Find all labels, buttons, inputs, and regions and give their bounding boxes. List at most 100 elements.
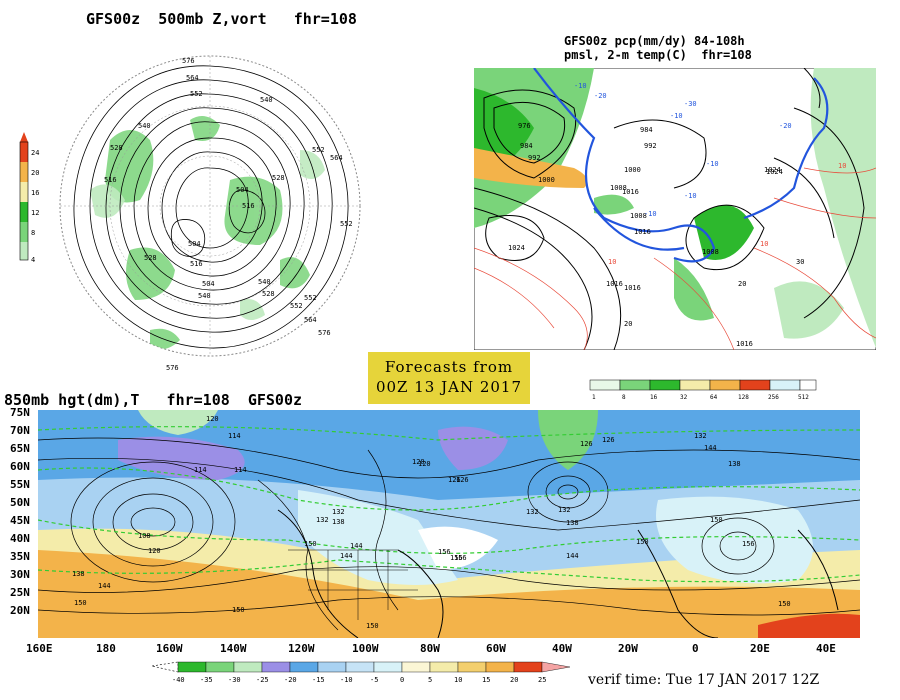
vort-contour-label: 564 <box>330 154 343 162</box>
pcp-temp-label: -20 <box>594 92 607 100</box>
h850-label: 126 <box>456 476 469 484</box>
h850-label: 150 <box>636 538 649 546</box>
vort-contour-label: 516 <box>190 260 203 268</box>
vort-colorbar: 24 20 16 12 8 4 <box>19 132 39 264</box>
pcp-temp-label: 20 <box>624 320 632 328</box>
vort-scale-label: 20 <box>31 169 39 177</box>
temp-scale-label: 0 <box>400 676 404 684</box>
temp-scale-label: -35 <box>200 676 213 684</box>
vort-contour-label: 516 <box>242 202 255 210</box>
lat-label: 20N <box>10 604 30 617</box>
lat-label: 55N <box>10 478 30 491</box>
pcp-temp-label: 10 <box>608 258 616 266</box>
lon-label: 120W <box>288 642 315 655</box>
h850-label: 132 <box>558 506 571 514</box>
pcp-label: 1024 <box>508 244 525 252</box>
borders <box>288 549 418 620</box>
h850-label: 144 <box>98 582 111 590</box>
vort-contour-label: 540 <box>138 122 151 130</box>
h850-label: 150 <box>74 599 87 607</box>
vort-contour-label: 528 <box>144 254 157 262</box>
h850-panel-title: 850mb hgt(dm),T fhr=108 GFS00z <box>4 391 303 409</box>
h850-label: 156 <box>454 554 467 562</box>
forecast-line-1: Forecasts from <box>384 358 514 376</box>
pcp-panel-title-1: GFS00z pcp(mm/dy) 84-108h <box>564 34 745 48</box>
vort-shading <box>105 116 310 349</box>
pcp-label: 1016 <box>634 228 651 236</box>
temp-scale-label: -20 <box>284 676 297 684</box>
pcp-label: 1008 <box>610 184 627 192</box>
vort-scale-label: 16 <box>31 189 39 197</box>
lat-label: 70N <box>10 424 30 437</box>
temp-scale-label: -10 <box>340 676 353 684</box>
temp-colorbar: -40 -35 -30 -25 -20 -15 -10 -5 0 5 10 15… <box>151 661 571 684</box>
pcp-temp-label: -10 <box>706 160 719 168</box>
h850-label: 132 <box>316 516 329 524</box>
vort-shading-light <box>90 150 325 320</box>
h850-label: 144 <box>340 552 353 560</box>
pcp-temp-label: 20 <box>738 280 746 288</box>
h850-label: 114 <box>234 466 247 474</box>
temp-scale-label: 20 <box>510 676 518 684</box>
pcp-label: 1016 <box>606 280 623 288</box>
pcp-label: 992 <box>528 154 541 162</box>
pcp-scale-label: 64 <box>710 394 718 401</box>
lon-label: 40W <box>552 642 572 655</box>
pcp-temp-label: 10 <box>838 162 846 170</box>
h850-label: 144 <box>566 552 579 560</box>
pcp-label: 992 <box>644 142 657 150</box>
lat-label: 65N <box>10 442 30 455</box>
h850-label: 120 <box>418 460 431 468</box>
pcp-label: 976 <box>518 122 531 130</box>
pcp-scale-label: 32 <box>680 394 688 401</box>
vort-scale-label: 8 <box>31 229 35 237</box>
pcp-label: 1016 <box>624 284 641 292</box>
vort-contour-label: 564 <box>186 74 199 82</box>
h850-label: 138 <box>332 518 345 526</box>
vort-contour-label: 528 <box>262 290 275 298</box>
forecast-line-2: 00Z 13 JAN 2017 <box>375 378 523 396</box>
h850-label: 150 <box>366 622 379 630</box>
pcp-pressure-labels: 976 984 992 1000 1008 1016 1024 984 992 … <box>508 122 783 348</box>
temp-scale-label: 15 <box>482 676 490 684</box>
lon-label: 160W <box>156 642 183 655</box>
vort-contour-label: 504 <box>188 240 201 248</box>
h850-map: 120 114 114 120 126 132 138 144 150 156 … <box>38 410 860 638</box>
lat-label: 25N <box>10 586 30 599</box>
h850-label: 132 <box>526 508 539 516</box>
vort-contour-label: 576 <box>166 364 179 372</box>
h850-label: 120 <box>412 458 425 466</box>
lat-label: 45N <box>10 514 30 527</box>
pcp-label: 1000 <box>538 176 555 184</box>
temp-scale-label: -40 <box>172 676 185 684</box>
lon-label: 60W <box>486 642 506 655</box>
vort-contour-labels: 576 564 552 540 528 516 504 564 552 540 … <box>104 57 353 372</box>
pcp-label: 1024 <box>764 166 781 174</box>
vort-contour-label: 540 <box>198 292 211 300</box>
vort-contour-label: 528 <box>110 144 123 152</box>
pcp-label: 1008 <box>702 248 719 256</box>
h850-label: 132 <box>332 508 345 516</box>
h850-label: 144 <box>350 542 363 550</box>
h850-label: 156 <box>450 554 463 562</box>
lat-label: 50N <box>10 496 30 509</box>
pcp-label: 1008 <box>630 212 647 220</box>
pcp-temp-labels: -10 -20 -30 -10 -20 -10 -10 -10 10 10 10… <box>574 82 846 328</box>
lon-labels: 160E 180 160W 140W 120W 100W 80W 60W 40W… <box>20 642 880 656</box>
vort-contour-label: 576 <box>182 57 195 65</box>
vort-contour-label: 552 <box>290 302 303 310</box>
h850-label: 120 <box>148 547 161 555</box>
temperature-shading <box>38 410 860 638</box>
h850-label: 126 <box>580 440 593 448</box>
h850-label: 150 <box>710 516 723 524</box>
h850-label: 156 <box>742 540 755 548</box>
h850-label: 138 <box>566 519 579 527</box>
temp-scale-label: 5 <box>428 676 432 684</box>
temp-contours-warm <box>474 167 876 350</box>
h850-label: 126 <box>602 436 615 444</box>
lon-label: 40E <box>816 642 836 655</box>
pcp-temp-label: -10 <box>684 192 697 200</box>
lon-label: 100W <box>352 642 379 655</box>
temp-scale-label: 25 <box>538 676 546 684</box>
verif-time: verif time: Tue 17 JAN 2017 12Z <box>588 672 820 688</box>
